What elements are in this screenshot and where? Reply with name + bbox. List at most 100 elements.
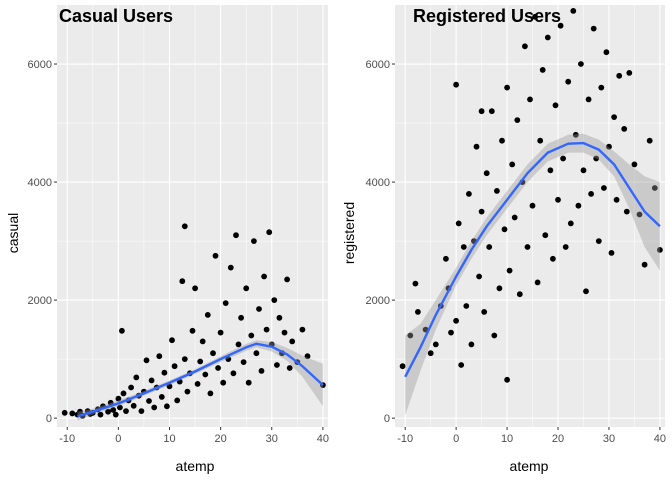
- registered-data-point: [473, 143, 480, 150]
- casual-data-point: [266, 229, 273, 236]
- casual-data-point: [227, 264, 234, 271]
- registered-data-point: [588, 191, 594, 197]
- casual-data-point: [238, 314, 245, 321]
- registered-data-point: [636, 211, 643, 218]
- registered-data-point: [585, 96, 592, 103]
- registered-data-point: [595, 238, 602, 245]
- casual-data-point: [248, 332, 255, 339]
- registered-data-point: [578, 61, 584, 67]
- registered-x-tick-label: 30: [603, 433, 615, 445]
- casual-data-point: [130, 402, 137, 409]
- registered-data-point: [427, 350, 434, 357]
- registered-x-tick-label: -10: [397, 433, 413, 445]
- registered-data-point: [547, 167, 554, 174]
- registered-data-point: [458, 362, 465, 368]
- casual-data-point: [256, 306, 262, 312]
- registered-data-point: [613, 196, 620, 203]
- registered-data-point: [623, 208, 630, 215]
- registered-panel-title: Registered Users: [413, 6, 561, 26]
- registered-data-point: [448, 329, 454, 336]
- casual-data-point: [212, 252, 219, 259]
- casual-data-point: [171, 363, 178, 370]
- casual-x-tick-label: 40: [317, 433, 329, 445]
- registered-data-point: [478, 208, 485, 215]
- registered-x-tick-label: 20: [552, 433, 564, 445]
- casual-users-panel: -10 0 10 20 30 40 0 2000 4000 6000 Casual Users a…: [5, 5, 329, 474]
- registered-data-point: [646, 137, 653, 144]
- casual-data-point: [112, 411, 119, 418]
- casual-data-point: [181, 223, 188, 230]
- registered-data-point: [611, 114, 617, 120]
- registered-data-point: [534, 279, 541, 286]
- registered-x-tick-label: 40: [654, 433, 666, 445]
- casual-data-point: [138, 408, 145, 414]
- casual-data-point: [158, 394, 165, 400]
- casual-data-point: [123, 408, 129, 414]
- registered-data-point: [522, 43, 528, 50]
- registered-data-point: [432, 341, 439, 348]
- registered-data-point: [486, 244, 493, 250]
- casual-smooth-line: [77, 342, 324, 418]
- casual-data-point: [271, 297, 278, 303]
- registered-data-point: [481, 309, 488, 315]
- registered-x-axis-title: atemp: [510, 458, 549, 474]
- registered-data-point: [496, 285, 503, 292]
- registered-data-point: [483, 170, 490, 177]
- casual-panel-title: Casual Users: [59, 6, 173, 26]
- casual-data-point: [202, 371, 209, 378]
- casual-data-point: [164, 403, 170, 410]
- casual-data-point: [233, 232, 239, 239]
- registered-data-point: [641, 261, 648, 268]
- casual-data-point: [146, 398, 152, 404]
- registered-data-point: [463, 303, 470, 309]
- registered-data-point: [509, 161, 516, 168]
- casual-data-point: [117, 404, 123, 411]
- registered-data-point: [499, 137, 505, 144]
- casual-data-point: [215, 365, 222, 371]
- registered-data-point: [560, 155, 566, 162]
- casual-data-point: [243, 285, 250, 292]
- casual-x-tick-label: 0: [115, 433, 121, 445]
- registered-data-point: [552, 102, 559, 109]
- registered-data-point: [504, 376, 510, 383]
- casual-data-point: [230, 370, 237, 377]
- casual-data-point: [207, 390, 214, 397]
- registered-data-point: [511, 214, 518, 221]
- casual-data-point: [179, 278, 186, 285]
- casual-data-point: [105, 408, 111, 415]
- casual-data-point: [194, 381, 201, 387]
- casual-data-point: [115, 395, 122, 402]
- registered-data-point: [565, 78, 572, 85]
- casual-data-point: [156, 353, 163, 360]
- casual-data-point: [199, 338, 206, 345]
- casual-data-point: [120, 390, 127, 397]
- registered-y-axis-title: registered: [341, 202, 357, 264]
- registered-data-point: [494, 188, 500, 194]
- casual-data-point: [253, 350, 260, 357]
- registered-data-point: [537, 137, 544, 144]
- casual-data-point: [299, 326, 306, 333]
- casual-plot-background: [57, 5, 328, 427]
- registered-data-point: [399, 363, 406, 370]
- registered-x-tick-label: 0: [453, 433, 459, 445]
- registered-data-point: [580, 167, 587, 174]
- registered-y-tick-label: 2000: [366, 295, 390, 307]
- casual-data-point: [261, 273, 267, 280]
- casual-data-point: [235, 341, 242, 348]
- registered-data-point: [583, 288, 589, 295]
- casual-y-tick-label: 0: [46, 413, 52, 425]
- casual-y-tick-label: 6000: [28, 59, 52, 71]
- casual-data-point: [281, 329, 288, 336]
- registered-data-point: [542, 232, 549, 239]
- registered-data-point: [407, 332, 414, 339]
- registered-data-point: [453, 317, 459, 324]
- registered-data-point: [527, 96, 533, 103]
- registered-y-tick-label: 0: [384, 413, 390, 425]
- casual-data-point: [97, 411, 104, 418]
- casual-data-point: [197, 358, 204, 365]
- registered-x-tick-label: 10: [501, 433, 513, 445]
- casual-data-point: [151, 404, 158, 411]
- casual-data-point: [166, 383, 173, 390]
- registered-plot-background: [395, 5, 665, 427]
- registered-data-point: [506, 267, 513, 274]
